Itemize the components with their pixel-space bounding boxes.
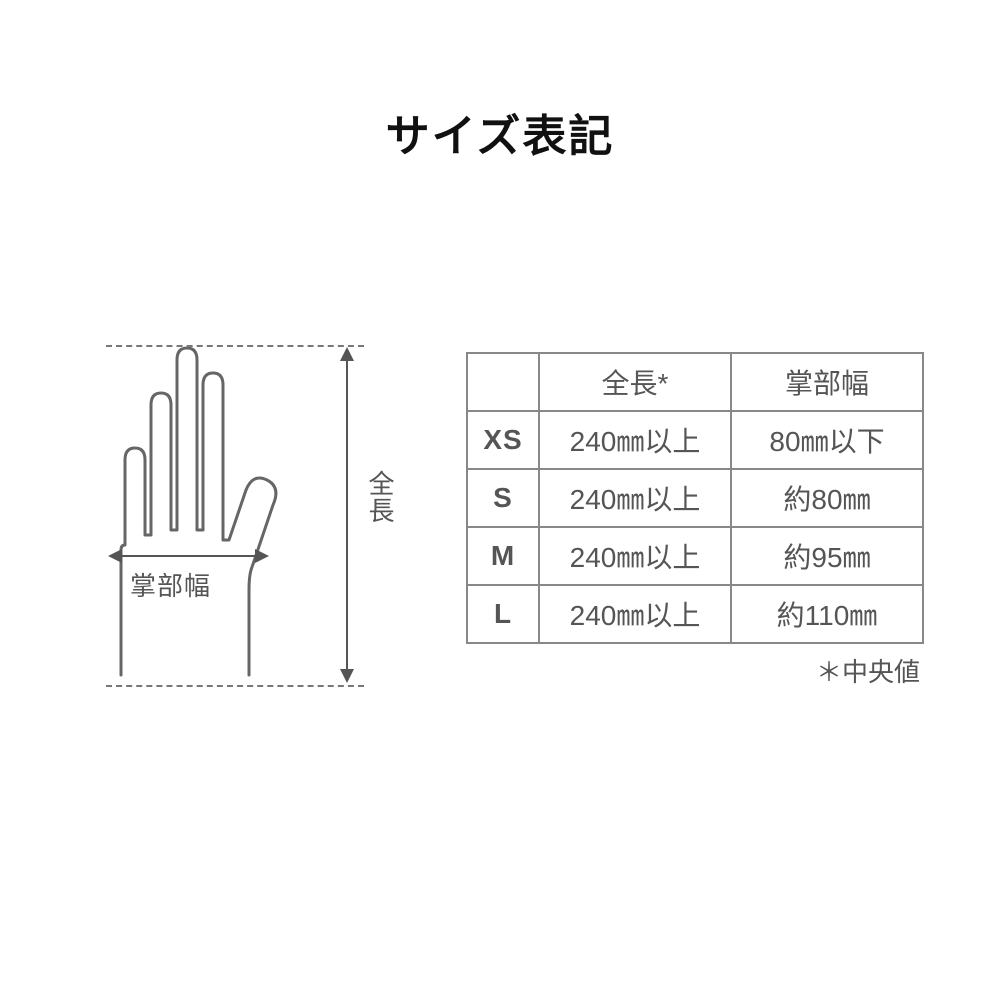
page: サイズ表記 掌部幅 全長 全長* 掌部幅 XS bbox=[0, 0, 1000, 1000]
guide-line-bottom bbox=[106, 685, 364, 687]
row-header: M bbox=[467, 527, 539, 585]
cell-palm: 80㎜以下 bbox=[731, 411, 923, 469]
cell-palm: 約95㎜ bbox=[731, 527, 923, 585]
guide-line-top bbox=[106, 345, 364, 347]
full-length-label: 全長 bbox=[362, 470, 399, 524]
palm-width-arrow bbox=[111, 555, 266, 557]
cell-length: 240㎜以上 bbox=[539, 527, 731, 585]
size-table-wrap: 全長* 掌部幅 XS 240㎜以上 80㎜以下 S 240㎜以上 約80㎜ M … bbox=[466, 352, 924, 689]
table-row: M 240㎜以上 約95㎜ bbox=[467, 527, 923, 585]
table-row: XS 240㎜以上 80㎜以下 bbox=[467, 411, 923, 469]
footnote: ＊中央値 bbox=[466, 652, 924, 689]
cell-length: 240㎜以上 bbox=[539, 585, 731, 643]
page-title: サイズ表記 bbox=[0, 100, 1000, 164]
table-corner-cell bbox=[467, 353, 539, 411]
hand-outline-icon bbox=[101, 345, 291, 685]
cell-length: 240㎜以上 bbox=[539, 469, 731, 527]
row-header: XS bbox=[467, 411, 539, 469]
col-header-palm: 掌部幅 bbox=[731, 353, 923, 411]
row-header: S bbox=[467, 469, 539, 527]
hand-diagram: 掌部幅 全長 bbox=[76, 320, 406, 720]
cell-palm: 約110㎜ bbox=[731, 585, 923, 643]
content-row: 掌部幅 全長 全長* 掌部幅 XS 240㎜以上 80㎜以下 S 240㎜以上 bbox=[0, 320, 1000, 720]
table-header-row: 全長* 掌部幅 bbox=[467, 353, 923, 411]
length-arrow bbox=[346, 350, 348, 680]
table-row: S 240㎜以上 約80㎜ bbox=[467, 469, 923, 527]
cell-length: 240㎜以上 bbox=[539, 411, 731, 469]
size-table: 全長* 掌部幅 XS 240㎜以上 80㎜以下 S 240㎜以上 約80㎜ M … bbox=[466, 352, 924, 644]
table-row: L 240㎜以上 約110㎜ bbox=[467, 585, 923, 643]
palm-width-label: 掌部幅 bbox=[130, 566, 211, 603]
row-header: L bbox=[467, 585, 539, 643]
col-header-length: 全長* bbox=[539, 353, 731, 411]
cell-palm: 約80㎜ bbox=[731, 469, 923, 527]
